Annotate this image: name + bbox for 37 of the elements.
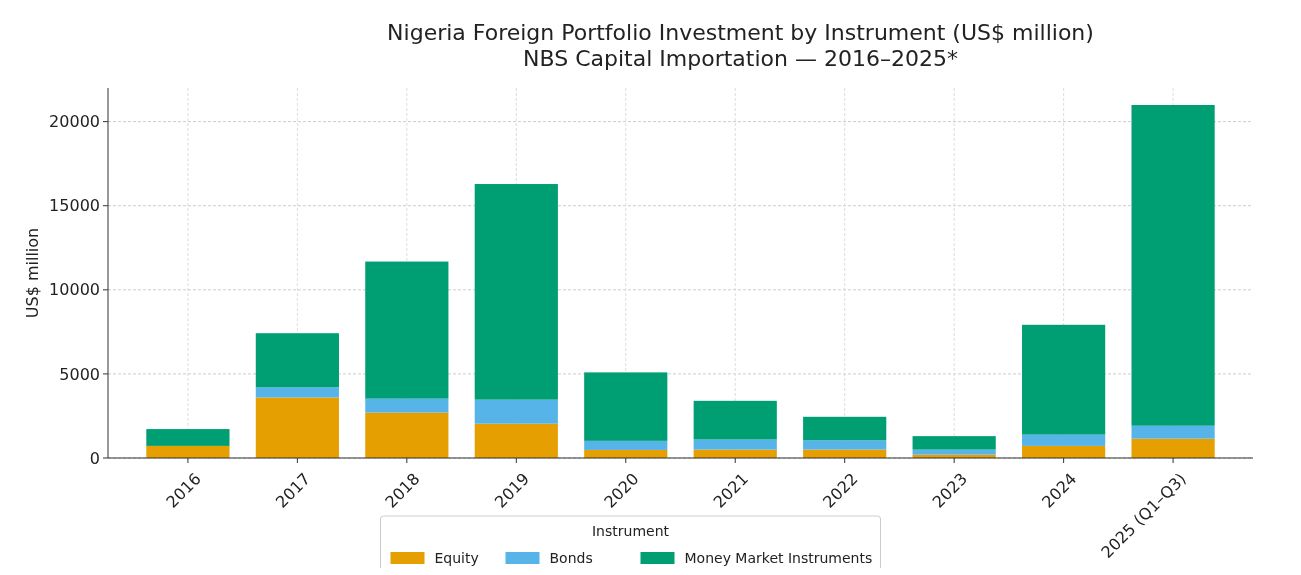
bar xyxy=(584,440,668,450)
bar xyxy=(1131,438,1215,458)
bar xyxy=(146,429,230,446)
bar xyxy=(146,445,230,458)
legend-label: Bonds xyxy=(549,549,593,566)
bar xyxy=(474,399,558,424)
chart-subtitle: NBS Capital Importation — 2016–2025* xyxy=(523,46,958,71)
bar xyxy=(365,398,449,413)
y-tick-label: 10000 xyxy=(49,280,100,300)
bar xyxy=(474,184,558,400)
bar xyxy=(584,372,668,441)
bar xyxy=(255,333,339,388)
y-tick-label: 15000 xyxy=(49,196,100,216)
bar xyxy=(803,416,887,441)
bar xyxy=(912,436,996,450)
legend-label: Equity xyxy=(434,549,479,566)
bar xyxy=(1022,445,1106,458)
y-tick-label: 5000 xyxy=(59,364,100,384)
bar xyxy=(1131,425,1215,439)
bar xyxy=(693,439,777,450)
bar xyxy=(1022,324,1106,435)
bar xyxy=(803,440,887,450)
bar xyxy=(1022,434,1106,446)
y-tick-label: 20000 xyxy=(49,112,100,132)
bar xyxy=(255,387,339,398)
bar xyxy=(693,400,777,440)
legend-title: Instrument xyxy=(591,523,670,539)
bar xyxy=(365,261,449,399)
bar xyxy=(365,412,449,458)
bar xyxy=(912,449,996,455)
legend-label: Money Market Instruments xyxy=(684,549,873,566)
y-axis-title: US$ million xyxy=(23,227,42,319)
bar xyxy=(255,397,339,458)
chart-title: Nigeria Foreign Portfolio Investment by Instrument (US$ million) xyxy=(387,20,1094,45)
bar xyxy=(474,423,558,458)
bar xyxy=(1131,104,1215,426)
y-tick-label: 0 xyxy=(89,448,100,468)
